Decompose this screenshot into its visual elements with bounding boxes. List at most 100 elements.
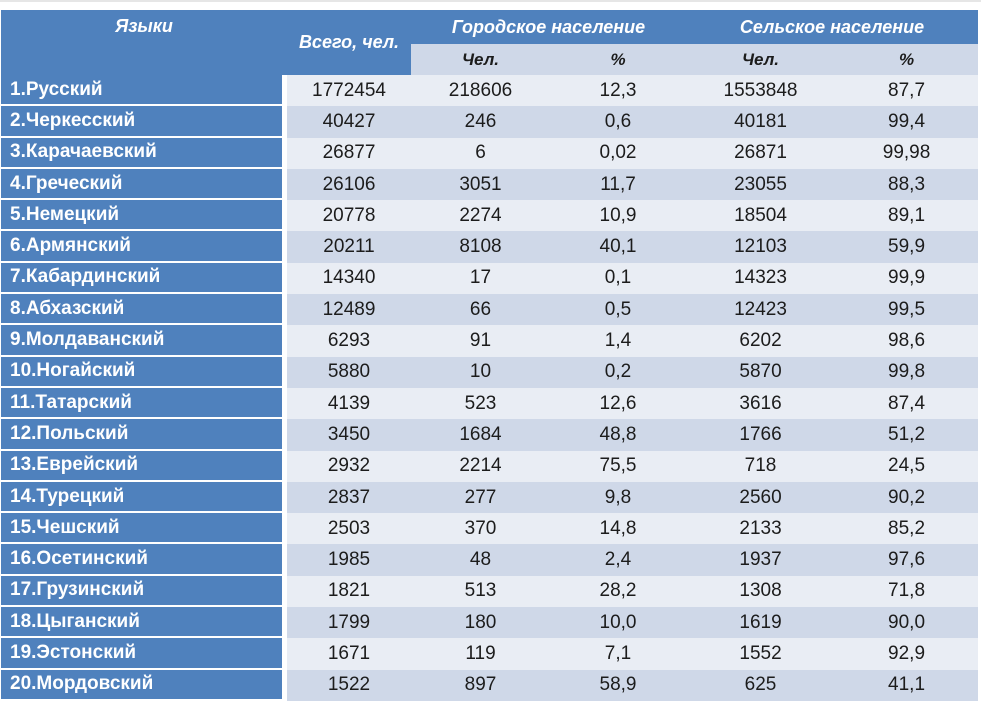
total-people-cell: 12489	[287, 294, 411, 326]
total-people-cell: 3450	[287, 419, 411, 451]
urban-people-cell: 91	[411, 325, 550, 357]
language-cell: 1.Русский	[1, 75, 287, 107]
urban-people-cell: 897	[411, 669, 550, 701]
table-row: 9.Молдаванский 6293 91 1,4 6202 98,6	[1, 325, 979, 357]
rural-people-cell: 2133	[686, 513, 836, 545]
language-cell: 3.Карачаевский	[1, 137, 287, 169]
rural-people-cell: 1552	[686, 638, 836, 670]
urban-percent-cell: 12,3	[550, 75, 687, 107]
urban-people-cell: 3051	[411, 168, 550, 201]
rural-percent-cell: 51,2	[835, 419, 979, 451]
urban-people-cell: 218606	[411, 75, 550, 107]
rural-percent-cell: 41,1	[835, 669, 979, 701]
rural-percent-cell: 85,2	[835, 513, 979, 545]
language-cell: 13.Еврейский	[1, 450, 287, 482]
table-row: 13.Еврейский 2932 2214 75,5 718 24,5	[1, 450, 979, 482]
urban-percent-cell: 40,1	[550, 231, 687, 263]
rural-percent-cell: 88,3	[835, 168, 979, 201]
rural-people-cell: 18504	[686, 200, 836, 232]
rural-people-cell: 2560	[686, 481, 836, 514]
total-people-cell: 4139	[287, 387, 411, 420]
rural-people-cell: 1937	[686, 544, 836, 576]
urban-people-cell: 8108	[411, 231, 550, 263]
urban-people-cell: 48	[411, 544, 550, 576]
total-people-cell: 1985	[287, 544, 411, 576]
total-people-cell: 20211	[287, 231, 411, 263]
urban-percent-cell: 28,2	[550, 575, 687, 608]
language-cell: 18.Цыганский	[1, 607, 287, 639]
total-people-cell: 2932	[287, 450, 411, 482]
rural-people-cell: 40181	[686, 106, 836, 138]
column-header-urban-percent: %	[550, 44, 687, 75]
urban-percent-cell: 7,1	[550, 638, 687, 670]
rural-people-cell: 12423	[686, 294, 836, 326]
urban-people-cell: 370	[411, 513, 550, 545]
urban-percent-cell: 0,1	[550, 262, 687, 295]
urban-percent-cell: 14,8	[550, 513, 687, 545]
header-row-sub: Чел. % Чел. %	[1, 44, 979, 75]
urban-people-cell: 2214	[411, 450, 550, 482]
column-header-total: Всего, чел.	[287, 10, 411, 75]
urban-people-cell: 2274	[411, 200, 550, 232]
rural-percent-cell: 89,1	[835, 200, 979, 232]
urban-percent-cell: 10,9	[550, 200, 687, 232]
rural-people-cell: 1619	[686, 607, 836, 639]
language-cell: 8.Абхазский	[1, 294, 287, 326]
urban-percent-cell: 58,9	[550, 669, 687, 701]
total-people-cell: 14340	[287, 262, 411, 295]
total-people-cell: 6293	[287, 325, 411, 357]
rural-people-cell: 26871	[686, 137, 836, 169]
column-header-rural-people: Чел.	[686, 44, 836, 75]
urban-people-cell: 180	[411, 607, 550, 639]
urban-percent-cell: 0,02	[550, 137, 687, 169]
language-cell: 10.Ногайский	[1, 356, 287, 388]
rural-percent-cell: 24,5	[835, 450, 979, 482]
table-row: 18.Цыганский 1799 180 10,0 1619 90,0	[1, 607, 979, 639]
table-row: 3.Карачаевский 26877 6 0,02 26871 99,98	[1, 137, 979, 169]
total-people-cell: 26106	[287, 168, 411, 201]
rural-people-cell: 1308	[686, 575, 836, 608]
urban-percent-cell: 75,5	[550, 450, 687, 482]
rural-people-cell: 14323	[686, 262, 836, 295]
total-people-cell: 2503	[287, 513, 411, 545]
rural-people-cell: 3616	[686, 387, 836, 420]
urban-percent-cell: 12,6	[550, 387, 687, 420]
total-people-cell: 1671	[287, 638, 411, 670]
rural-percent-cell: 99,98	[835, 137, 979, 169]
header-row-main: Языки Всего, чел. Городское население Се…	[1, 10, 979, 75]
total-people-cell: 1772454	[287, 75, 411, 107]
urban-percent-cell: 48,8	[550, 419, 687, 451]
column-header-urban-people: Чел.	[411, 44, 550, 75]
total-people-cell: 1522	[287, 669, 411, 701]
total-people-cell: 2837	[287, 481, 411, 514]
rural-percent-cell: 59,9	[835, 231, 979, 263]
language-cell: 7.Кабардинский	[1, 262, 287, 295]
column-header-rural-percent: %	[835, 44, 979, 75]
rural-people-cell: 1553848	[686, 75, 836, 107]
rural-percent-cell: 99,8	[835, 356, 979, 388]
table-row: 14.Турецкий 2837 277 9,8 2560 90,2	[1, 481, 979, 514]
language-cell: 4.Греческий	[1, 168, 287, 201]
table-row: 1.Русский 1772454 218606 12,3 1553848 87,7	[1, 75, 979, 107]
urban-people-cell: 10	[411, 356, 550, 388]
urban-people-cell: 119	[411, 638, 550, 670]
table-row: 16.Осетинский 1985 48 2,4 1937 97,6	[1, 544, 979, 576]
table-row: 20.Мордовский 1522 897 58,9 625 41,1	[1, 669, 979, 701]
rural-people-cell: 718	[686, 450, 836, 482]
table-row: 15.Чешский 2503 370 14,8 2133 85,2	[1, 513, 979, 545]
urban-people-cell: 523	[411, 387, 550, 420]
urban-percent-cell: 9,8	[550, 481, 687, 514]
urban-people-cell: 246	[411, 106, 550, 138]
table-body: 1.Русский 1772454 218606 12,3 1553848 87,7 2.Ч…	[1, 75, 979, 701]
rural-percent-cell: 90,2	[835, 481, 979, 514]
language-cell: 6.Армянский	[1, 231, 287, 263]
table-row: 2.Черкесский 40427 246 0,6 40181 99,4	[1, 106, 979, 138]
language-cell: 12.Польский	[1, 419, 287, 451]
table-row: 11.Татарский 4139 523 12,6 3616 87,4	[1, 387, 979, 420]
languages-population-table: Языки Всего, чел. Городское население Се…	[1, 10, 979, 701]
total-people-cell: 20778	[287, 200, 411, 232]
column-header-languages: Языки	[1, 10, 287, 75]
urban-people-cell: 513	[411, 575, 550, 608]
urban-people-cell: 277	[411, 481, 550, 514]
language-cell: 14.Турецкий	[1, 481, 287, 514]
